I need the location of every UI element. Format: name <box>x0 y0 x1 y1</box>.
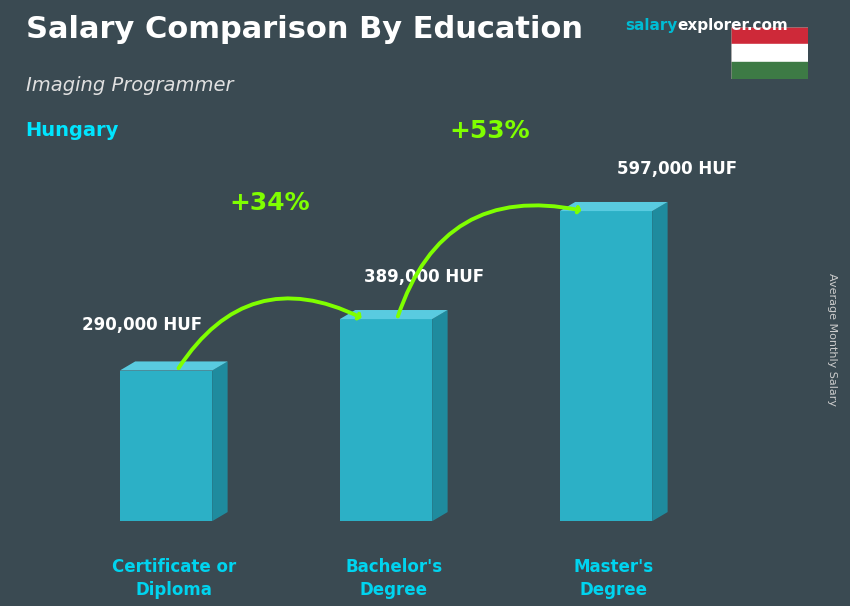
Polygon shape <box>432 310 448 521</box>
Bar <box>731 27 808 44</box>
Text: 597,000 HUF: 597,000 HUF <box>617 161 737 178</box>
Polygon shape <box>340 319 432 521</box>
Text: 389,000 HUF: 389,000 HUF <box>364 268 484 287</box>
Polygon shape <box>340 310 448 319</box>
Bar <box>731 44 808 62</box>
Text: salary: salary <box>625 18 677 33</box>
Polygon shape <box>212 361 228 521</box>
Bar <box>731 62 808 79</box>
FancyArrowPatch shape <box>178 298 360 368</box>
Polygon shape <box>652 202 667 521</box>
Text: Certificate or
Diploma: Certificate or Diploma <box>111 558 235 599</box>
Text: +34%: +34% <box>230 191 309 215</box>
Text: +53%: +53% <box>449 119 530 143</box>
Text: Bachelor's
Degree: Bachelor's Degree <box>345 558 442 599</box>
Text: Salary Comparison By Education: Salary Comparison By Education <box>26 15 582 44</box>
Polygon shape <box>120 361 228 370</box>
Text: explorer.com: explorer.com <box>677 18 788 33</box>
FancyArrowPatch shape <box>398 205 579 316</box>
Polygon shape <box>120 370 212 521</box>
Text: Average Monthly Salary: Average Monthly Salary <box>827 273 837 406</box>
Polygon shape <box>560 202 667 211</box>
Text: 290,000 HUF: 290,000 HUF <box>82 316 202 334</box>
Text: Imaging Programmer: Imaging Programmer <box>26 76 233 95</box>
Text: Hungary: Hungary <box>26 121 119 140</box>
Text: Master's
Degree: Master's Degree <box>574 558 654 599</box>
Polygon shape <box>560 211 652 521</box>
